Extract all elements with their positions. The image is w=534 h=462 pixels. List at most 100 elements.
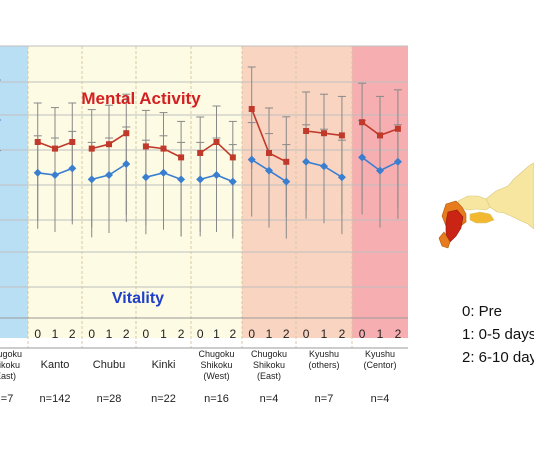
vitality-marker bbox=[212, 171, 221, 179]
x-tick-label: 0 bbox=[303, 327, 310, 341]
x-tick-label: 1 bbox=[377, 327, 384, 341]
sample-size: n=7 bbox=[315, 393, 334, 405]
x-tick-label: 1 bbox=[213, 327, 220, 341]
sample-size: n=28 bbox=[97, 393, 122, 405]
sample-sizes: n=7 n=142 n=28 n=22 n=16 n=4 n=7 n=4 bbox=[0, 393, 389, 405]
x-tick-label: 2 bbox=[0, 327, 1, 341]
vitality-marker bbox=[159, 168, 168, 177]
region-name: Shikoku bbox=[253, 360, 285, 370]
region-name: Kyushu bbox=[365, 349, 395, 359]
region-names: ChugokuShikoku(East)KantoChubuKinkiChugo… bbox=[0, 349, 397, 381]
region-bg bbox=[0, 46, 28, 338]
map-shikoku bbox=[469, 211, 495, 224]
x-tick-label: 1 bbox=[52, 327, 59, 341]
error-bars bbox=[0, 66, 402, 239]
region-name: Chugoku bbox=[198, 349, 234, 359]
vitality-marker bbox=[302, 157, 311, 166]
vitality-marker bbox=[196, 175, 205, 184]
x-tick-label: 1 bbox=[266, 327, 273, 341]
series-markers bbox=[0, 106, 402, 186]
legend-pre: 0: Pre bbox=[462, 303, 503, 320]
mental-marker bbox=[229, 154, 236, 161]
map-kyushu-south bbox=[438, 231, 451, 249]
sample-size: n=22 bbox=[151, 393, 176, 405]
region-name: (East) bbox=[0, 371, 16, 381]
x-tick-label: 2 bbox=[283, 327, 290, 341]
vitality-marker bbox=[105, 171, 113, 179]
map-kyushu-center bbox=[445, 209, 464, 243]
region-backgrounds bbox=[0, 46, 408, 338]
map-chugoku bbox=[457, 195, 491, 211]
region-dividers bbox=[0, 46, 408, 349]
mental-marker bbox=[178, 154, 185, 161]
x-tick-label: 2 bbox=[178, 327, 185, 341]
region-name: Chugoku bbox=[0, 349, 22, 359]
x-tick-label: 2 bbox=[395, 327, 402, 341]
series-labels: Mental Activity Vitality bbox=[81, 89, 201, 307]
mental-marker bbox=[359, 119, 366, 126]
vitality-marker bbox=[247, 155, 256, 164]
vitality-marker bbox=[376, 166, 384, 175]
mental-marker bbox=[160, 145, 167, 152]
map-honshu bbox=[485, 162, 534, 230]
x-tick-label: 0 bbox=[143, 327, 150, 341]
mental-marker bbox=[34, 139, 41, 145]
x-tick-label: 0 bbox=[197, 327, 204, 341]
vitality-marker bbox=[393, 157, 402, 166]
region-name: Kanto bbox=[41, 359, 70, 371]
sample-size: n=142 bbox=[40, 393, 71, 405]
mental-marker bbox=[52, 145, 58, 152]
x-tick-label: 2 bbox=[69, 327, 76, 341]
mental-marker bbox=[197, 150, 204, 156]
sample-size: n=7 bbox=[0, 393, 13, 405]
japan-map-image bbox=[438, 162, 534, 249]
legend-0-5-days: 1: 0-5 days bbox=[462, 326, 534, 343]
x-tick-label: 0 bbox=[359, 327, 366, 341]
region-name: (others) bbox=[308, 360, 339, 370]
x-tick-label: 2 bbox=[123, 327, 130, 341]
mental-marker bbox=[283, 158, 290, 165]
vitality-marker bbox=[320, 162, 328, 171]
x-tick-label: 1 bbox=[106, 327, 113, 341]
mental-marker bbox=[123, 130, 130, 137]
mental-marker bbox=[266, 150, 272, 156]
x-tick-label: 0 bbox=[248, 327, 255, 341]
vitality-marker bbox=[87, 175, 96, 184]
mental-marker bbox=[106, 141, 112, 148]
region-name: Chugoku bbox=[251, 349, 287, 359]
mental-marker bbox=[69, 139, 76, 145]
x-tick-label: 2 bbox=[229, 327, 236, 341]
mental-marker bbox=[303, 128, 310, 134]
mental-marker bbox=[394, 125, 401, 132]
region-name: Shikoku bbox=[0, 360, 20, 370]
sample-size: n=4 bbox=[371, 393, 390, 405]
vitality-marker bbox=[68, 164, 77, 173]
x-tick-label: 2 bbox=[339, 327, 346, 341]
x-tick-labels: 2012012012012012012012 bbox=[0, 327, 402, 341]
vitality-marker bbox=[51, 171, 59, 179]
mental-marker bbox=[142, 143, 149, 150]
region-name: (Centor) bbox=[363, 360, 396, 370]
vitality-marker bbox=[122, 160, 131, 168]
vitality-marker bbox=[33, 168, 42, 177]
sample-size: n=16 bbox=[204, 393, 229, 405]
x-tick-label: 0 bbox=[88, 327, 95, 341]
legend-6-10-days: 2: 6-10 days bbox=[462, 349, 534, 366]
x-tick-label: 0 bbox=[34, 327, 41, 341]
region-name: Kinki bbox=[152, 359, 176, 371]
vitality-marker bbox=[0, 119, 1, 121]
region-name: Chubu bbox=[93, 359, 125, 371]
region-name: (West) bbox=[203, 371, 229, 381]
vitality-marker bbox=[282, 177, 291, 186]
vitality-marker bbox=[358, 153, 367, 162]
series-label-mental: Mental Activity bbox=[81, 89, 201, 108]
vitality-marker bbox=[228, 177, 237, 186]
region-name: Kyushu bbox=[309, 349, 339, 359]
region-name: (East) bbox=[257, 371, 281, 381]
x-tick-label: 1 bbox=[321, 327, 328, 341]
vitality-marker bbox=[337, 173, 346, 182]
mental-marker bbox=[321, 130, 327, 137]
series-label-vitality: Vitality bbox=[112, 290, 164, 307]
vitality-marker bbox=[141, 173, 150, 182]
